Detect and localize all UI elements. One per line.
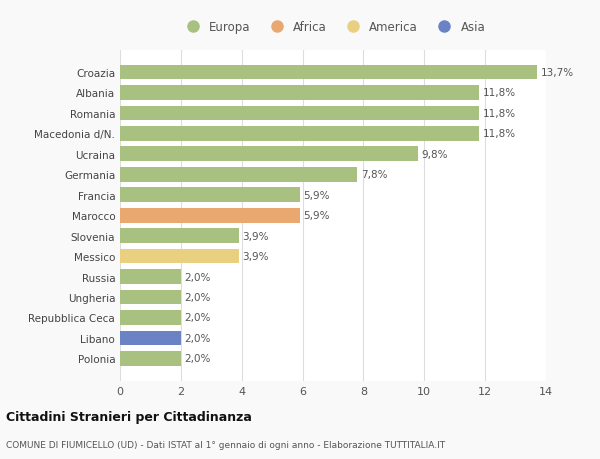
- Text: 3,9%: 3,9%: [242, 231, 269, 241]
- Bar: [120, 66, 537, 80]
- Bar: [120, 310, 181, 325]
- Legend: Europa, Africa, America, Asia: Europa, Africa, America, Asia: [176, 17, 490, 39]
- Bar: [120, 290, 181, 305]
- Text: 3,9%: 3,9%: [242, 252, 269, 262]
- Bar: [120, 188, 299, 203]
- Bar: [120, 208, 299, 223]
- Text: COMUNE DI FIUMICELLO (UD) - Dati ISTAT al 1° gennaio di ogni anno - Elaborazione: COMUNE DI FIUMICELLO (UD) - Dati ISTAT a…: [6, 441, 445, 449]
- Text: 11,8%: 11,8%: [483, 109, 516, 119]
- Text: 2,0%: 2,0%: [185, 333, 211, 343]
- Text: 2,0%: 2,0%: [185, 292, 211, 302]
- Bar: [120, 127, 479, 141]
- Bar: [120, 331, 181, 346]
- Bar: [120, 168, 358, 182]
- Bar: [120, 351, 181, 366]
- Text: Cittadini Stranieri per Cittadinanza: Cittadini Stranieri per Cittadinanza: [6, 410, 252, 423]
- Bar: [120, 229, 239, 243]
- Text: 7,8%: 7,8%: [361, 170, 388, 180]
- Bar: [120, 249, 239, 264]
- Text: 2,0%: 2,0%: [185, 313, 211, 323]
- Bar: [120, 106, 479, 121]
- Text: 5,9%: 5,9%: [303, 190, 329, 200]
- Text: 2,0%: 2,0%: [185, 272, 211, 282]
- Bar: [120, 86, 479, 101]
- Text: 11,8%: 11,8%: [483, 129, 516, 139]
- Text: 11,8%: 11,8%: [483, 88, 516, 98]
- Bar: [120, 147, 418, 162]
- Bar: [120, 269, 181, 284]
- Text: 5,9%: 5,9%: [303, 211, 329, 221]
- Text: 2,0%: 2,0%: [185, 353, 211, 364]
- Text: 13,7%: 13,7%: [541, 68, 574, 78]
- Text: 9,8%: 9,8%: [422, 150, 448, 159]
